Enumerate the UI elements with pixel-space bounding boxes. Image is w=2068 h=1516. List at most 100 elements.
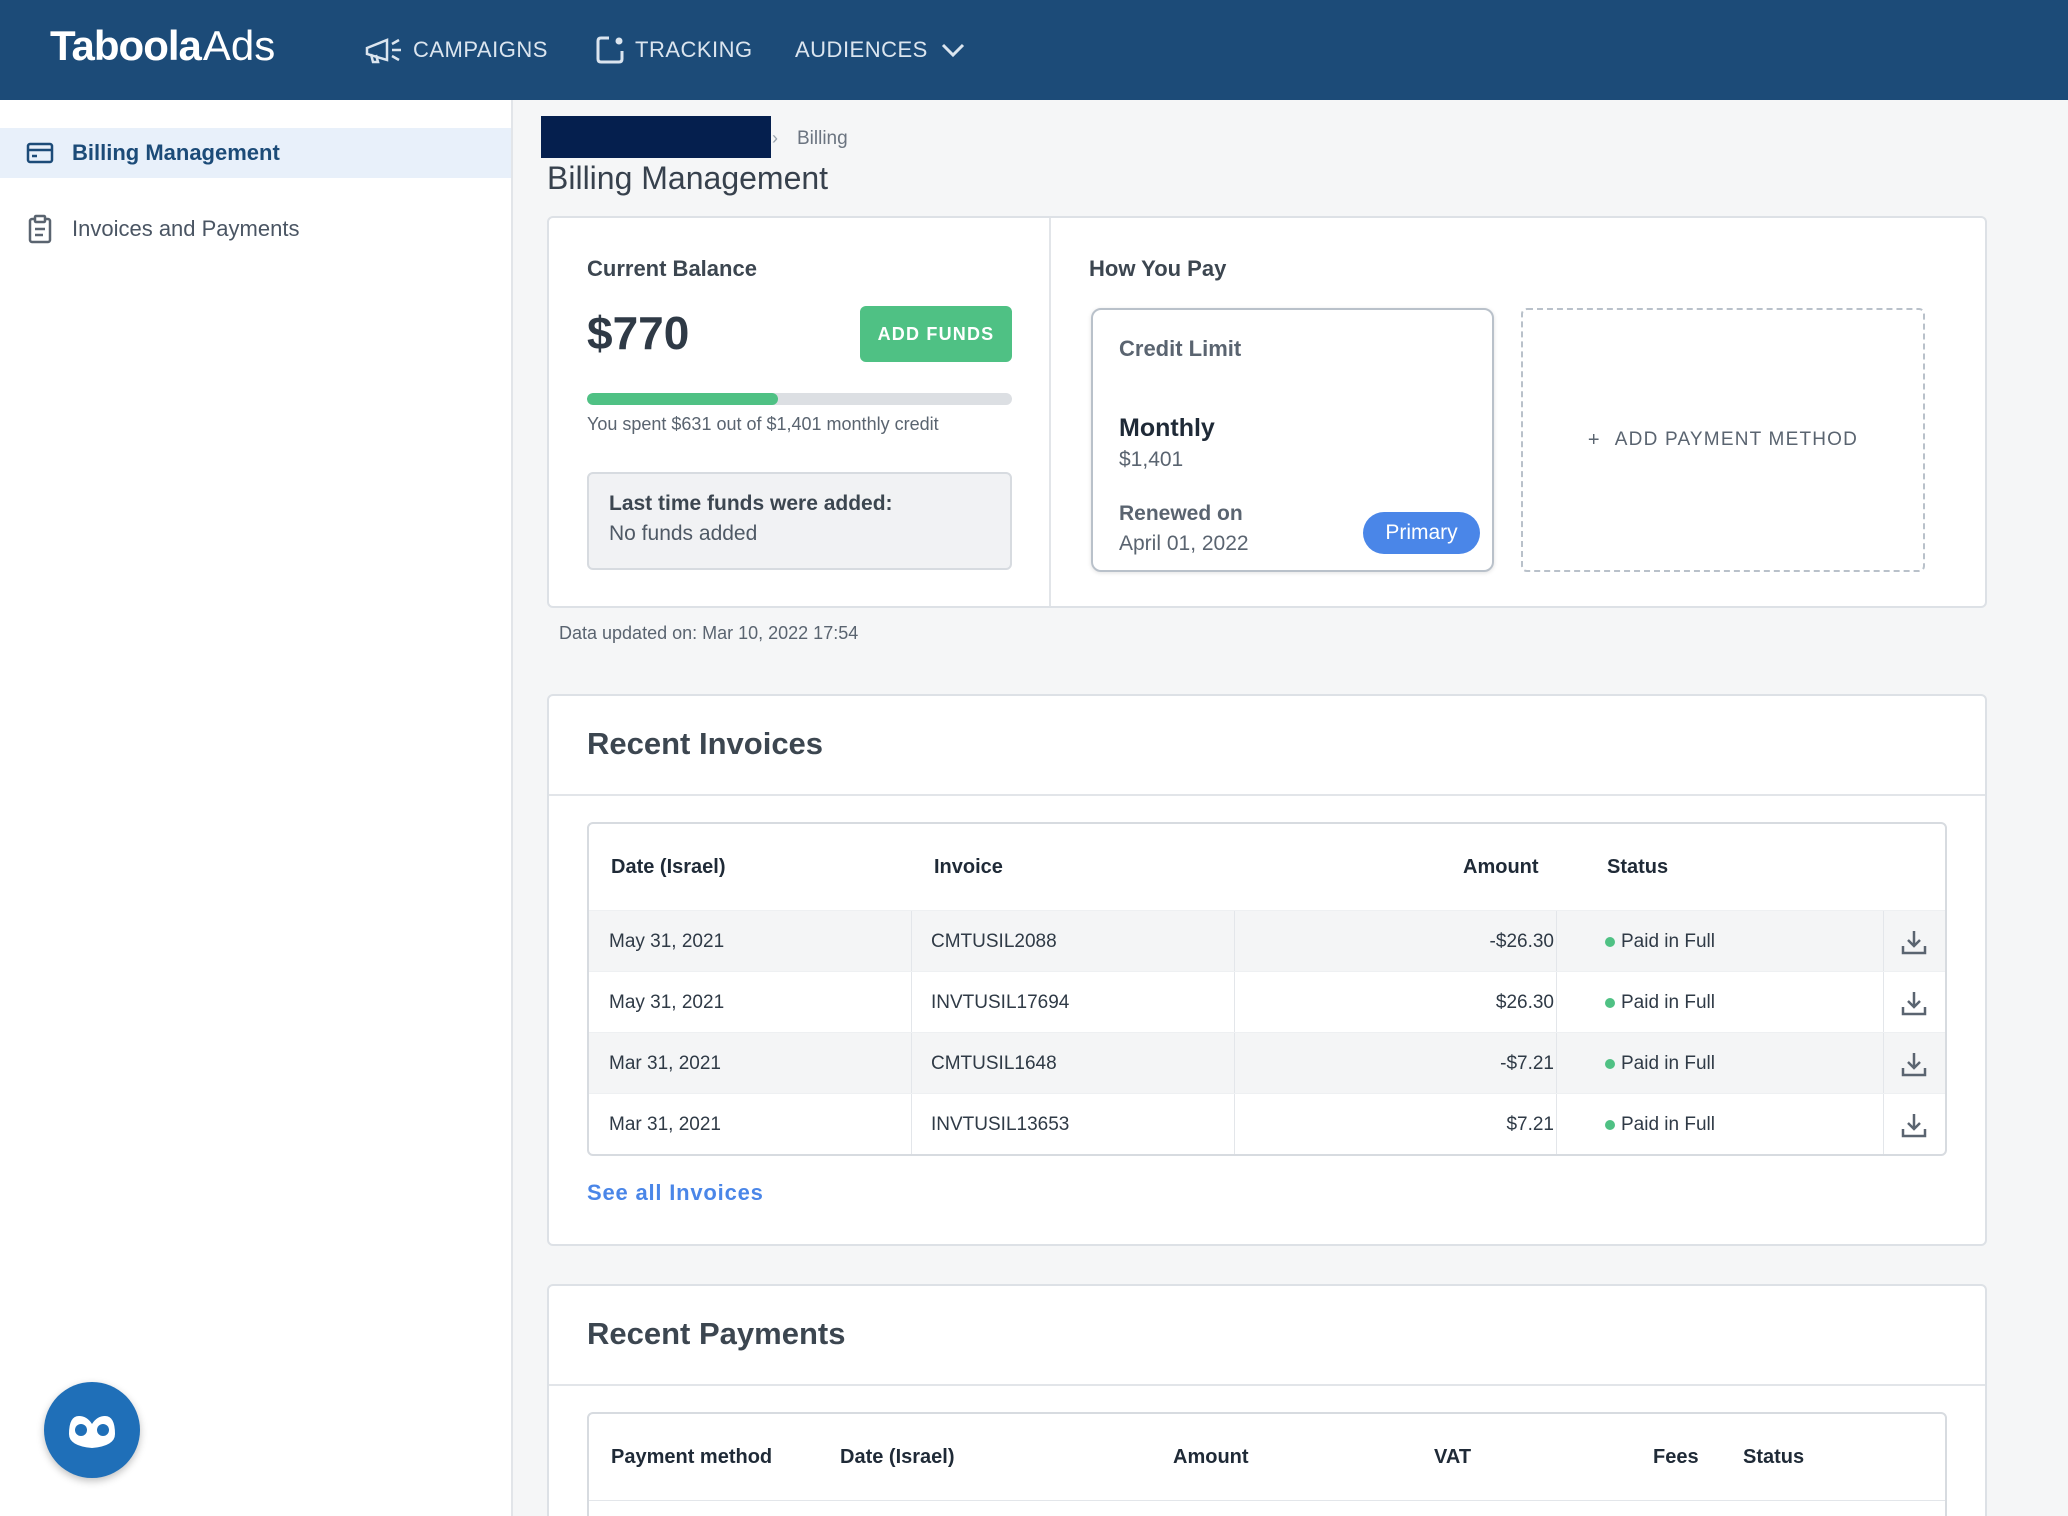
tracking-icon [596, 36, 624, 64]
credit-amount: $1,401 [1119, 448, 1184, 471]
column-header-date: Date (Israel) [840, 1446, 955, 1468]
chevron-down-icon [941, 43, 964, 58]
sidebar-item-invoices-and-payments[interactable]: Invoices and Payments [0, 204, 511, 254]
download-icon [1901, 1113, 1927, 1137]
credit-limit-title: Credit Limit [1119, 336, 1242, 361]
sidebar-item-billing-management[interactable]: Billing Management [0, 128, 511, 178]
section-divider [549, 1384, 1985, 1386]
renewed-label: Renewed on [1119, 502, 1243, 525]
status-dot-icon [1605, 1058, 1615, 1069]
spend-progress-fill [587, 393, 779, 405]
section-divider [549, 794, 1985, 796]
download-invoice-button[interactable] [1899, 1033, 1929, 1094]
balance-card: Current Balance $770 ADD FUNDS You spent… [547, 216, 1987, 608]
cell-amount: $7.21 [1506, 1113, 1554, 1135]
download-icon [1901, 1052, 1927, 1076]
last-funds-added-box: Last time funds were added: No funds add… [587, 472, 1012, 570]
column-header-amount: Amount [1173, 1446, 1249, 1468]
cell-status: Paid in Full [1605, 972, 1715, 1033]
plus-icon: + [1587, 428, 1601, 451]
recent-payments-title: Recent Payments [587, 1316, 846, 1351]
renewed-date: April 01, 2022 [1119, 532, 1249, 555]
column-divider [1883, 1094, 1884, 1154]
recent-invoices-title: Recent Invoices [587, 726, 824, 761]
data-updated-timestamp: Data updated on: Mar 10, 2022 17:54 [559, 623, 859, 643]
nav-campaigns-label: CAMPAIGNS [413, 37, 548, 62]
status-dot-icon [1605, 936, 1615, 947]
status-label: Paid in Full [1621, 991, 1715, 1013]
column-header-date: Date (Israel) [611, 856, 726, 878]
column-divider [1883, 972, 1884, 1033]
cell-status: Paid in Full [1605, 1033, 1715, 1094]
nav-campaigns[interactable]: CAMPAIGNS [365, 30, 548, 70]
column-header-status: Status [1607, 856, 1669, 878]
last-funds-added-label: Last time funds were added: [609, 492, 893, 515]
cell-date: Mar 31, 2021 [609, 1052, 721, 1074]
megaphone-icon [365, 38, 401, 64]
column-divider [1556, 911, 1557, 972]
column-divider [1234, 1033, 1235, 1094]
download-invoice-button[interactable] [1899, 911, 1929, 972]
breadcrumb-account-redacted [541, 116, 771, 158]
card-divider [1049, 218, 1051, 606]
column-divider [1234, 972, 1235, 1033]
see-all-invoices-link[interactable]: See all Invoices [587, 1180, 764, 1205]
download-invoice-button[interactable] [1899, 972, 1929, 1033]
status-dot-icon [1605, 1119, 1615, 1130]
current-balance-label: Current Balance [587, 256, 757, 281]
current-balance-amount: $770 [587, 307, 690, 359]
nav-tracking[interactable]: TRACKING [595, 30, 753, 70]
logo-brand: Taboola [50, 22, 202, 69]
table-row: May 31, 2021 CMTUSIL2088 -$26.30 Paid in Fu… [589, 910, 1945, 972]
invoices-table-header: Date (Israel) Invoice Amount Status [589, 824, 1945, 910]
cell-date: Mar 31, 2021 [609, 1113, 721, 1135]
recent-invoices-card: Recent Invoices Date (Israel) Invoice Am… [547, 694, 1987, 1246]
cell-amount: -$26.30 [1489, 930, 1554, 952]
column-header-payment-method: Payment method [611, 1446, 773, 1468]
add-payment-method-button[interactable]: + ADD PAYMENT METHOD [1521, 308, 1925, 572]
how-you-pay-label: How You Pay [1089, 256, 1227, 281]
cell-status: Paid in Full [1605, 911, 1715, 972]
cell-invoice: CMTUSIL1648 [931, 1052, 1057, 1074]
cell-amount: -$7.21 [1500, 1052, 1554, 1074]
column-header-invoice: Invoice [934, 856, 1003, 878]
clipboard-icon [28, 214, 52, 244]
cell-invoice: INVTUSIL13653 [931, 1113, 1070, 1135]
column-divider [1556, 972, 1557, 1033]
primary-badge: Primary [1363, 512, 1480, 554]
table-header-divider [589, 1500, 1945, 1501]
download-icon [1901, 930, 1927, 954]
logo-product: Ads [202, 22, 276, 69]
spend-progress-bar [587, 393, 1012, 405]
column-header-vat: VAT [1434, 1446, 1472, 1468]
column-divider [1234, 911, 1235, 972]
breadcrumb-separator-icon: › [772, 128, 778, 148]
column-divider [1883, 1033, 1884, 1094]
cell-status: Paid in Full [1605, 1094, 1715, 1154]
breadcrumb-current: Billing [797, 128, 848, 149]
column-divider [911, 1033, 912, 1094]
status-label: Paid in Full [1621, 930, 1715, 952]
add-funds-button[interactable]: ADD FUNDS [860, 306, 1012, 362]
taboola-ads-logo[interactable]: Taboola Ads [50, 22, 275, 70]
credit-period: Monthly [1119, 414, 1215, 442]
invoices-table-body: May 31, 2021 CMTUSIL2088 -$26.30 Paid in Fu… [589, 910, 1945, 1154]
top-nav-bar: Taboola Ads CAMPAIGNS TRACKING AUDIENCES [0, 0, 2068, 100]
spent-summary: You spent $631 out of $1,401 monthly cre… [587, 414, 939, 434]
invoices-table: Date (Israel) Invoice Amount Status May … [587, 822, 1947, 1156]
column-header-fees: Fees [1653, 1446, 1699, 1468]
chat-assistant-button[interactable] [44, 1382, 140, 1478]
cell-date: May 31, 2021 [609, 991, 725, 1013]
recent-payments-card: Recent Payments Payment method Date (Isr… [547, 1284, 1987, 1516]
payments-table: Payment method Date (Israel) Amount VAT … [587, 1412, 1947, 1516]
column-divider [911, 1094, 912, 1154]
nav-audiences-label: AUDIENCES [795, 37, 928, 62]
credit-limit-card[interactable]: Credit Limit Monthly $1,401 Renewed on A… [1091, 308, 1494, 572]
cell-amount: $26.30 [1495, 991, 1554, 1013]
cell-invoice: INVTUSIL17694 [931, 991, 1070, 1013]
download-invoice-button[interactable] [1899, 1094, 1929, 1154]
column-divider [1883, 911, 1884, 972]
add-payment-method-label: ADD PAYMENT METHOD [1614, 429, 1859, 450]
credit-card-icon [26, 142, 54, 164]
nav-audiences[interactable]: AUDIENCES [795, 30, 966, 70]
